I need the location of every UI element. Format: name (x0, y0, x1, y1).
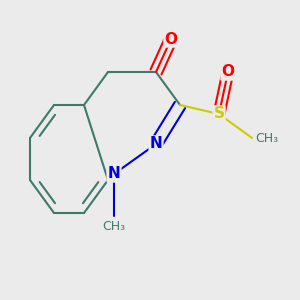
Text: O: O (164, 32, 178, 46)
Text: N: N (108, 167, 120, 182)
Text: N: N (150, 136, 162, 152)
Text: CH₃: CH₃ (255, 131, 278, 145)
Text: CH₃: CH₃ (102, 220, 126, 233)
Text: S: S (214, 106, 224, 122)
Text: O: O (221, 64, 235, 80)
